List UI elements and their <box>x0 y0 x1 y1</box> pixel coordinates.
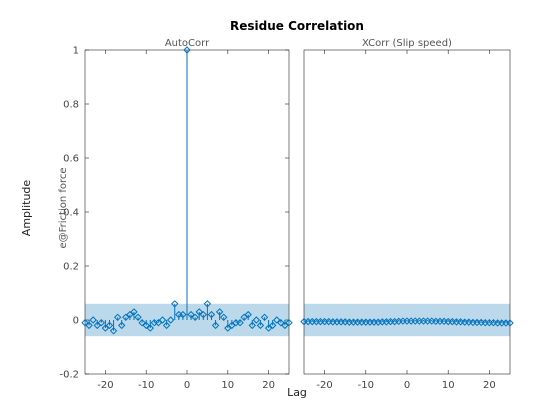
stem-marker <box>236 318 244 327</box>
stem-marker <box>220 313 228 322</box>
stem-marker <box>273 316 281 324</box>
y-tick-label: 1 <box>73 46 79 57</box>
xcorr-panel: XCorr (Slip speed) -20 -10 0 10 20 <box>300 38 514 391</box>
stem-marker <box>506 319 514 327</box>
stem-marker <box>285 318 293 327</box>
stem-marker <box>154 318 163 327</box>
x-tick-label: 0 <box>404 380 410 391</box>
y-tick-label: 0.4 <box>63 208 79 219</box>
x-tick-label: 10 <box>221 380 234 391</box>
stem-marker <box>187 310 195 319</box>
x-tick-label: -20 <box>316 380 332 391</box>
stem-marker <box>109 327 118 335</box>
y-tick-label: 0.2 <box>63 262 79 273</box>
stem-marker <box>122 313 130 322</box>
stem-marker <box>171 300 179 308</box>
stem-marker <box>101 324 110 332</box>
x-tick-label: 0 <box>184 380 190 391</box>
stem-marker <box>93 321 101 330</box>
stem-marker <box>89 316 97 324</box>
figure-title: Residue Correlation <box>230 19 364 33</box>
stem-marker <box>146 324 154 332</box>
xcorr-subtitle: XCorr (Slip speed) <box>362 38 452 49</box>
stem-marker <box>166 316 175 324</box>
stem-marker <box>224 324 232 332</box>
autocorr-subtitle: AutoCorr <box>165 38 210 49</box>
x-tick-label: -10 <box>138 380 154 391</box>
y-tick-label: 0.6 <box>63 154 79 165</box>
stem-marker <box>81 318 89 327</box>
stem-marker <box>195 308 203 316</box>
stem-marker <box>130 308 138 316</box>
stem-marker <box>244 310 252 319</box>
stem-marker <box>256 321 265 330</box>
y-axis-label-outer: Amplitude <box>20 180 33 237</box>
stem-marker <box>211 321 220 330</box>
stem-marker <box>126 310 134 319</box>
stem-marker <box>252 316 261 324</box>
autocorr-panel: AutoCorr -20 -10 0 10 20 -0.2 0 0.2 0.4 0.6 0.8 1 <box>59 38 293 391</box>
stem-marker <box>118 321 126 330</box>
stem-marker <box>203 300 212 308</box>
y-tick-label: 0.8 <box>63 100 79 111</box>
stem-marker <box>264 324 273 332</box>
stem-marker <box>248 321 256 330</box>
stem-marker <box>105 321 114 330</box>
stem-marker <box>207 310 216 319</box>
y-axis-label-inner: e@Friction force <box>58 167 69 248</box>
stem-marker <box>138 318 146 327</box>
y-tick-label: 0 <box>73 316 79 327</box>
stem-marker <box>277 318 285 327</box>
stem-marker <box>191 313 199 322</box>
stem-marker <box>97 318 106 327</box>
x-tick-label: 20 <box>262 380 275 391</box>
x-tick-label: -20 <box>97 380 113 391</box>
stem-marker <box>183 46 191 54</box>
stem-marker <box>215 308 224 316</box>
x-tick-label: -10 <box>358 380 374 391</box>
stem-marker <box>134 313 142 322</box>
stem-marker <box>85 321 93 330</box>
y-tick-label: -0.2 <box>59 370 79 381</box>
stem-marker <box>199 310 208 319</box>
x-tick-label: 10 <box>442 380 455 391</box>
stem-marker <box>179 310 187 319</box>
stem-marker <box>281 321 289 330</box>
stem-marker <box>260 313 269 322</box>
x-axis-label: Lag <box>287 386 307 399</box>
stem-marker <box>162 321 171 330</box>
stem-marker <box>113 313 122 322</box>
stem-marker <box>142 321 150 330</box>
stem-marker <box>228 321 236 330</box>
stem-marker <box>158 316 167 324</box>
stem-marker <box>268 321 277 330</box>
x-tick-label: 20 <box>483 380 496 391</box>
stem-marker <box>240 313 248 322</box>
